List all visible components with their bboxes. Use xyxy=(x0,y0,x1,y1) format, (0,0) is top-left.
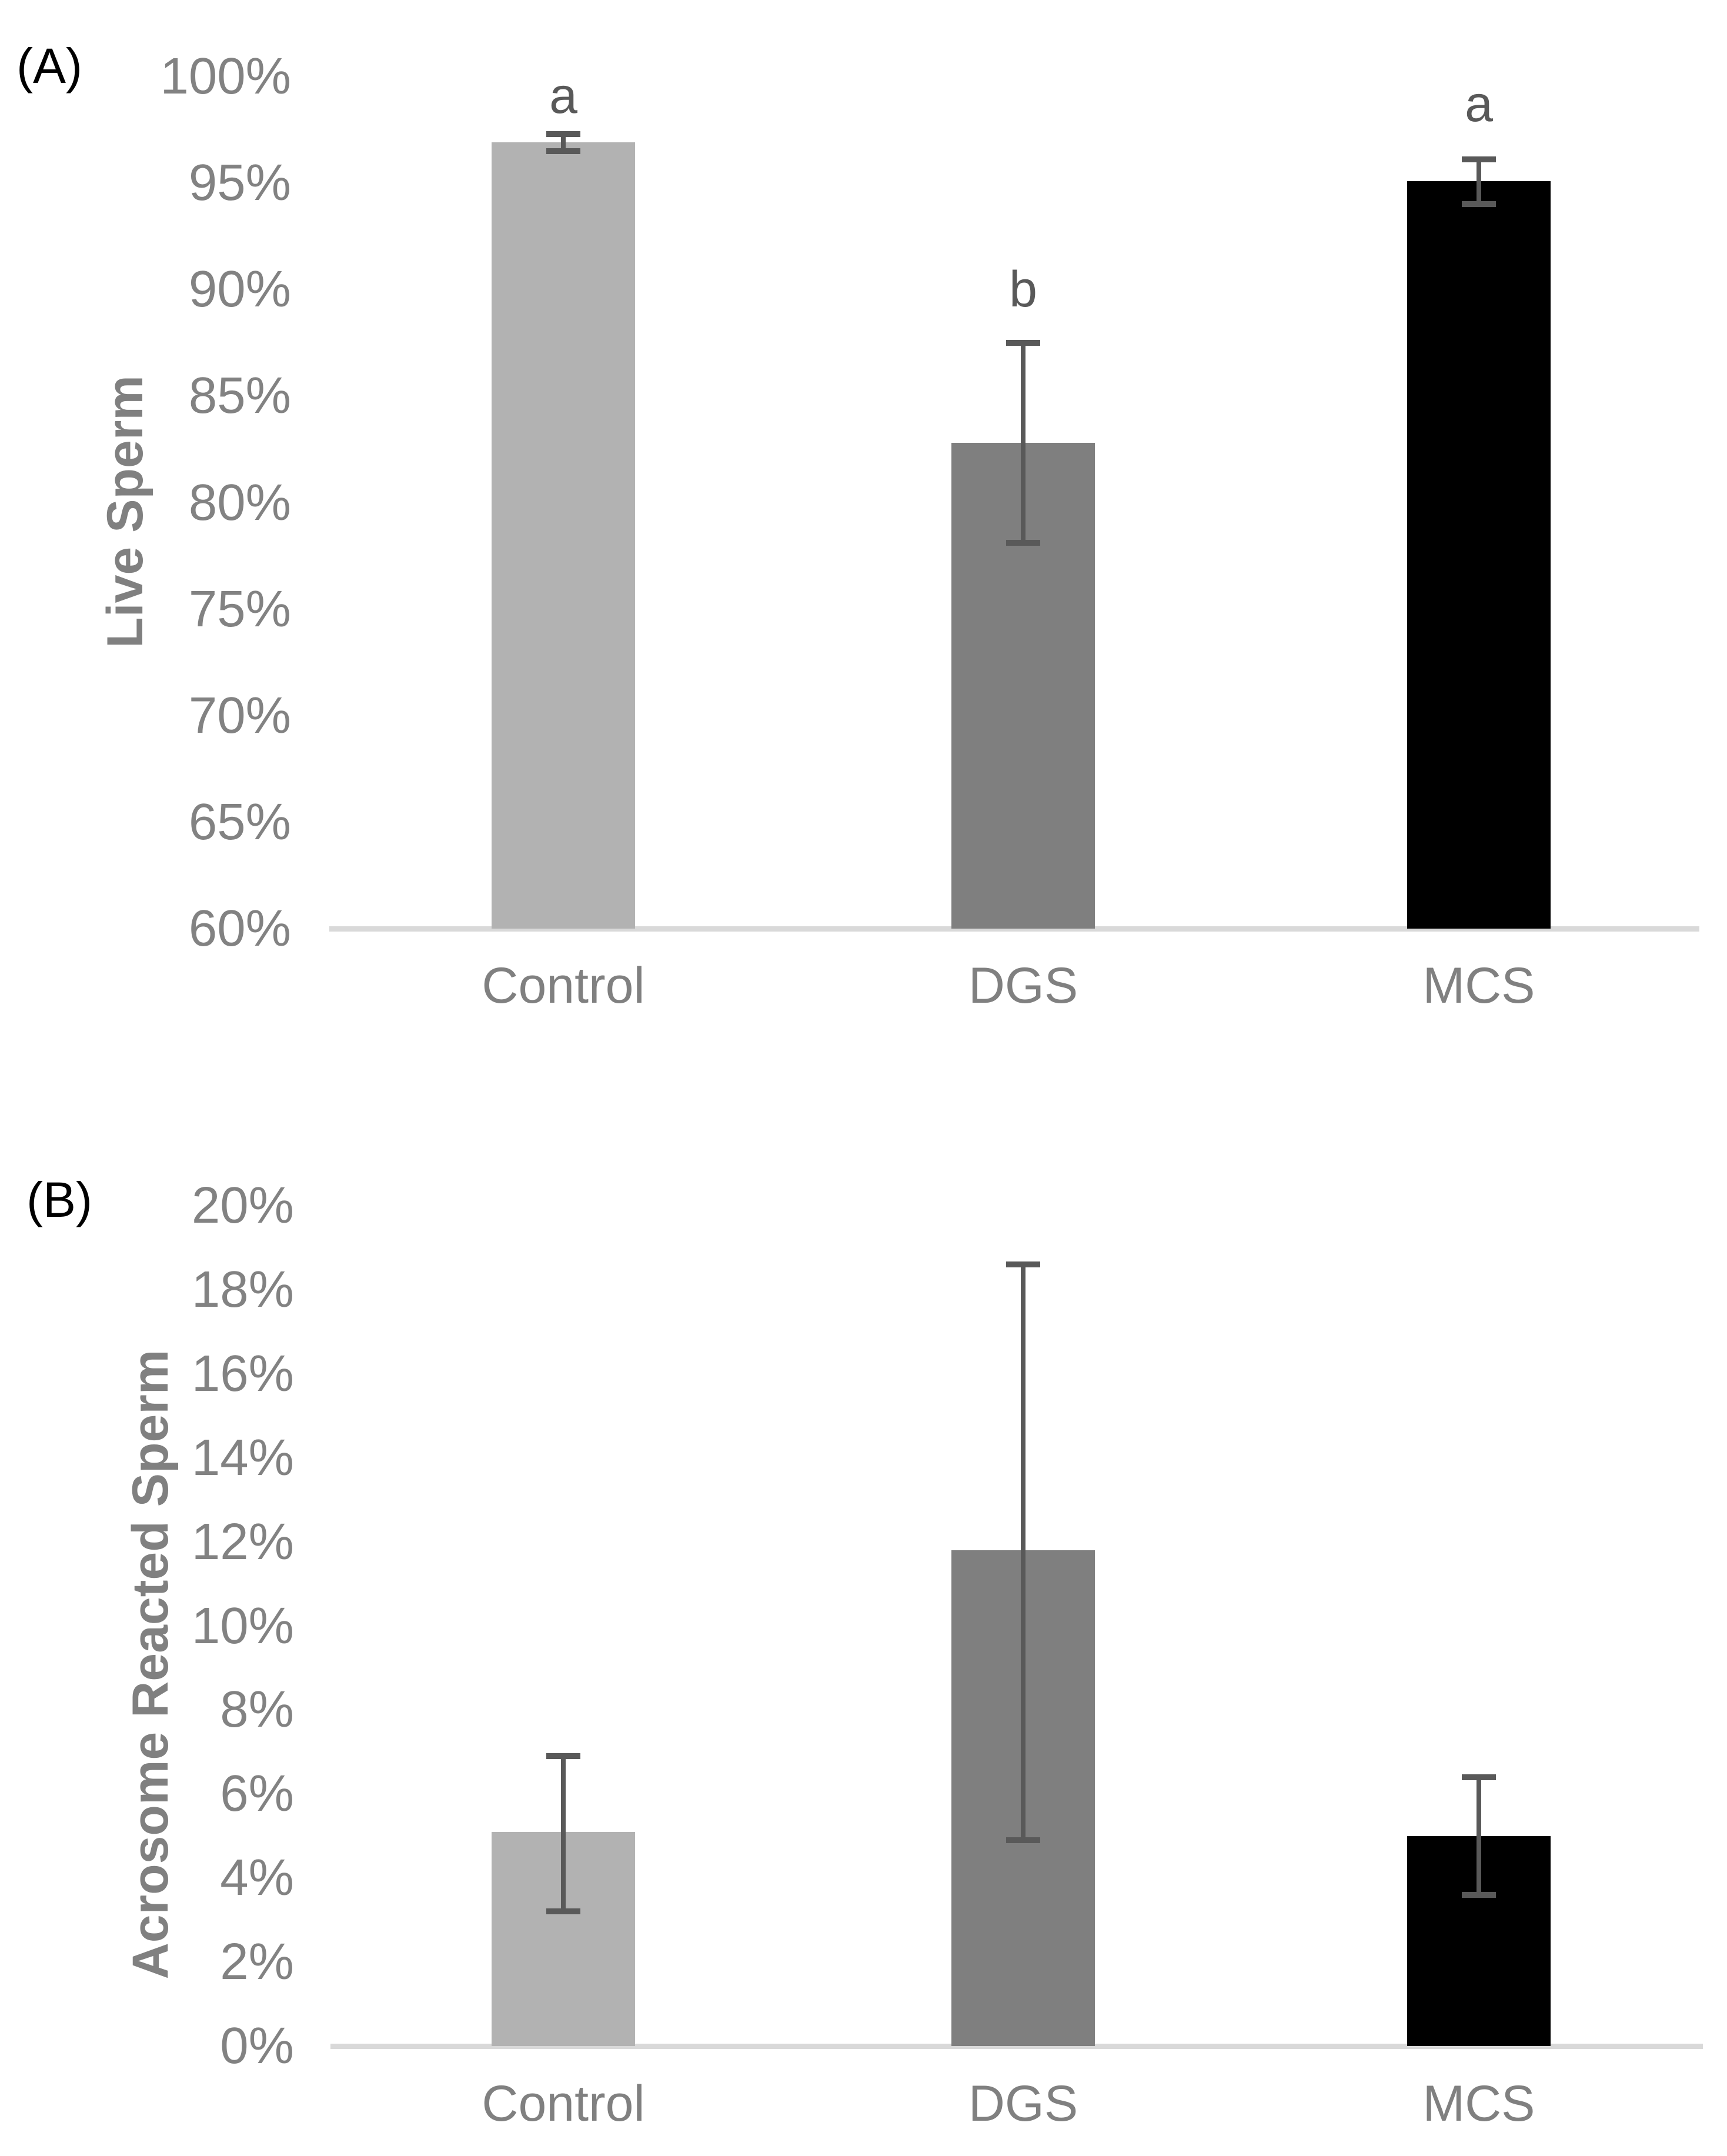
error-bar-line-control xyxy=(561,134,566,151)
sig-letter-dgs: b xyxy=(1009,261,1037,318)
error-bar-line-control xyxy=(561,1755,566,1912)
bar-mcs xyxy=(1407,181,1551,929)
y-tick-label-70: 70% xyxy=(188,686,291,744)
error-bar-cap-top-mcs xyxy=(1462,1774,1496,1780)
y-tick-label-8: 8% xyxy=(220,1681,294,1738)
sig-letter-mcs: a xyxy=(1465,76,1493,133)
error-bar-line-mcs xyxy=(1477,159,1481,205)
error-bar-cap-top-control xyxy=(546,1753,580,1759)
y-tick-label-4: 4% xyxy=(220,1849,294,1907)
category-label-mcs: MCS xyxy=(1422,2075,1535,2132)
y-tick-label-20: 20% xyxy=(191,1177,294,1234)
y-tick-label-85: 85% xyxy=(188,367,291,425)
y-tick-label-75: 75% xyxy=(188,580,291,638)
error-bar-cap-top-dgs xyxy=(1006,1261,1040,1268)
y-tick-label-80: 80% xyxy=(188,473,291,531)
y-tick-label-10: 10% xyxy=(191,1597,294,1654)
panel-b-letter: (B) xyxy=(26,1172,92,1227)
category-label-control: Control xyxy=(482,2075,645,2132)
sig-letter-control: a xyxy=(549,67,577,124)
error-bar-line-mcs xyxy=(1477,1777,1481,1895)
error-bar-cap-top-control xyxy=(546,131,580,137)
y-tick-label-100: 100% xyxy=(160,48,291,105)
x-axis-line xyxy=(330,2044,1703,2049)
category-label-control: Control xyxy=(482,957,645,1014)
y-tick-label-2: 2% xyxy=(220,1933,294,1991)
error-bar-cap-bottom-control xyxy=(546,148,580,154)
bar-control xyxy=(492,142,635,929)
y-tick-label-60: 60% xyxy=(188,900,291,957)
error-bar-line-dgs xyxy=(1021,342,1025,543)
error-bar-cap-bottom-dgs xyxy=(1006,540,1040,546)
error-bar-cap-bottom-mcs xyxy=(1462,201,1496,208)
y-tick-label-65: 65% xyxy=(188,793,291,850)
error-bar-line-dgs xyxy=(1021,1264,1025,1840)
y-tick-label-16: 16% xyxy=(191,1344,294,1402)
error-bar-cap-top-mcs xyxy=(1462,156,1496,163)
y-tick-label-18: 18% xyxy=(191,1260,294,1318)
category-label-mcs: MCS xyxy=(1422,957,1535,1014)
error-bar-cap-bottom-dgs xyxy=(1006,1837,1040,1843)
y-tick-label-6: 6% xyxy=(220,1765,294,1823)
y-tick-label-90: 90% xyxy=(188,261,291,318)
error-bar-cap-bottom-control xyxy=(546,1908,580,1915)
error-bar-cap-bottom-mcs xyxy=(1462,1891,1496,1898)
error-bar-cap-top-dgs xyxy=(1006,339,1040,346)
y-tick-label-0: 0% xyxy=(220,2017,294,2074)
category-label-dgs: DGS xyxy=(968,957,1078,1014)
category-label-dgs: DGS xyxy=(968,2075,1078,2132)
y-tick-label-12: 12% xyxy=(191,1513,294,1570)
panel-a-letter: (A) xyxy=(16,38,82,94)
y-tick-label-95: 95% xyxy=(188,154,291,212)
y-tick-label-14: 14% xyxy=(191,1429,294,1486)
x-axis-line xyxy=(329,926,1699,932)
